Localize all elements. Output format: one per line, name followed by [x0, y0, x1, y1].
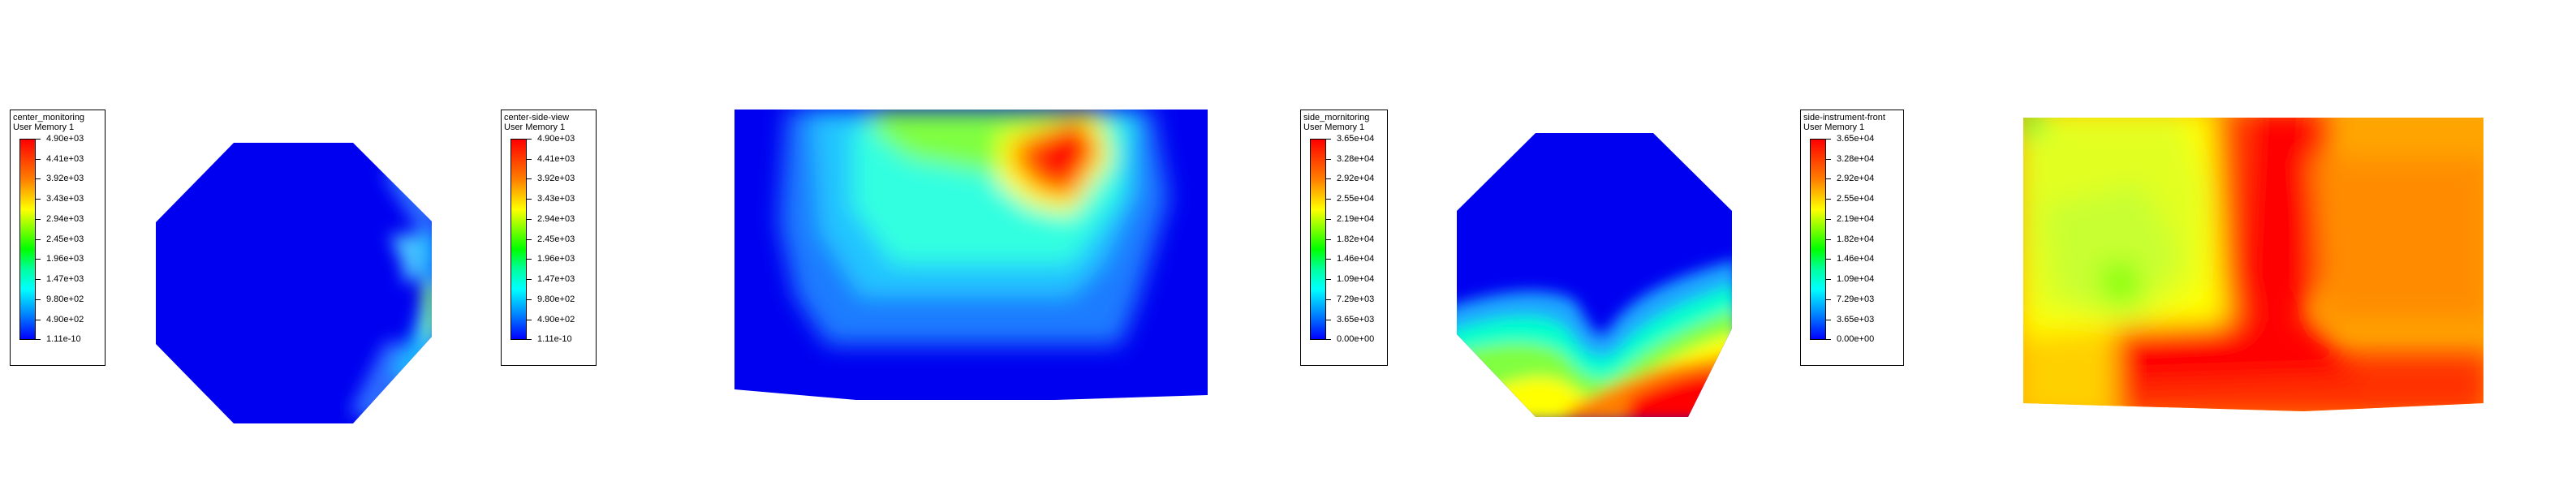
legend-value: 1.82e+04	[1837, 234, 1875, 244]
contour-plot-side-mornitoring	[1457, 133, 1732, 417]
legend-value: 3.92e+03	[46, 174, 84, 183]
colorbar-legend-center-side-view: center-side-view User Memory 1 4.90e+03 …	[501, 110, 597, 366]
legend-value: 1.09e+04	[1337, 274, 1375, 284]
legend-value: 7.29e+03	[1337, 294, 1375, 304]
legend-value: 9.80e+02	[46, 294, 84, 304]
contour-plot-side-instrument-front	[2023, 118, 2483, 411]
legend-value: 2.55e+04	[1837, 194, 1875, 204]
legend-subtitle: User Memory 1	[1803, 122, 1865, 132]
colorbar	[1310, 139, 1326, 340]
legend-value: 1.47e+03	[537, 274, 575, 284]
legend-value: 4.90e+03	[46, 134, 84, 144]
legend-value: 2.55e+04	[1337, 194, 1375, 204]
legend-value: 2.92e+04	[1337, 174, 1375, 183]
legend-value: 1.46e+04	[1337, 254, 1375, 264]
legend-value: 4.90e+02	[46, 315, 84, 324]
contour-plot-center-side-view	[734, 110, 1208, 400]
legend-value: 3.65e+04	[1837, 134, 1875, 144]
legend-value: 1.82e+04	[1337, 234, 1375, 244]
legend-title: center_monitoring	[13, 113, 85, 122]
colorbar	[1810, 139, 1826, 340]
colorbar	[19, 139, 36, 340]
legend-subtitle: User Memory 1	[504, 122, 566, 132]
legend-value: 3.65e+03	[1337, 315, 1375, 324]
legend-value: 1.11e-10	[537, 334, 572, 344]
legend-value: 3.28e+04	[1837, 154, 1875, 164]
legend-value: 3.43e+03	[46, 194, 84, 204]
legend-value: 4.90e+02	[537, 315, 575, 324]
legend-value: 1.11e-10	[46, 334, 81, 344]
legend-value: 0.00e+00	[1837, 334, 1875, 344]
legend-value: 4.41e+03	[46, 154, 84, 164]
legend-value: 2.45e+03	[46, 234, 84, 244]
colorbar-legend-side-mornitoring: side_mornitoring User Memory 1 3.65e+04 …	[1300, 110, 1388, 366]
legend-value: 2.19e+04	[1337, 214, 1375, 224]
legend-value: 4.90e+03	[537, 134, 575, 144]
legend-value: 2.92e+04	[1837, 174, 1875, 183]
legend-value: 4.41e+03	[537, 154, 575, 164]
legend-value: 1.96e+03	[46, 254, 84, 264]
legend-value: 2.94e+03	[46, 214, 84, 224]
legend-title: center-side-view	[504, 113, 570, 122]
legend-value: 2.19e+04	[1837, 214, 1875, 224]
legend-title: side_mornitoring	[1303, 113, 1370, 122]
legend-value: 3.92e+03	[537, 174, 575, 183]
legend-value: 2.94e+03	[537, 214, 575, 224]
legend-value: 1.46e+04	[1837, 254, 1875, 264]
legend-subtitle: User Memory 1	[1303, 122, 1365, 132]
legend-value: 1.09e+04	[1837, 274, 1875, 284]
contour-plot-center-monitoring	[156, 143, 432, 423]
legend-title: side-instrument-front	[1803, 113, 1885, 122]
legend-value: 3.65e+04	[1337, 134, 1375, 144]
legend-value: 1.96e+03	[537, 254, 575, 264]
colorbar-legend-center-monitoring: center_monitoring User Memory 1 4.90e+03…	[10, 110, 106, 366]
colorbar-legend-side-instrument-front: side-instrument-front User Memory 1 3.65…	[1800, 110, 1904, 366]
legend-value: 2.45e+03	[537, 234, 575, 244]
legend-value: 3.28e+04	[1337, 154, 1375, 164]
legend-value: 3.65e+03	[1837, 315, 1875, 324]
legend-value: 3.43e+03	[537, 194, 575, 204]
legend-subtitle: User Memory 1	[13, 122, 75, 132]
legend-value: 0.00e+00	[1337, 334, 1375, 344]
legend-value: 9.80e+02	[537, 294, 575, 304]
colorbar	[510, 139, 527, 340]
legend-value: 1.47e+03	[46, 274, 84, 284]
legend-value: 7.29e+03	[1837, 294, 1875, 304]
